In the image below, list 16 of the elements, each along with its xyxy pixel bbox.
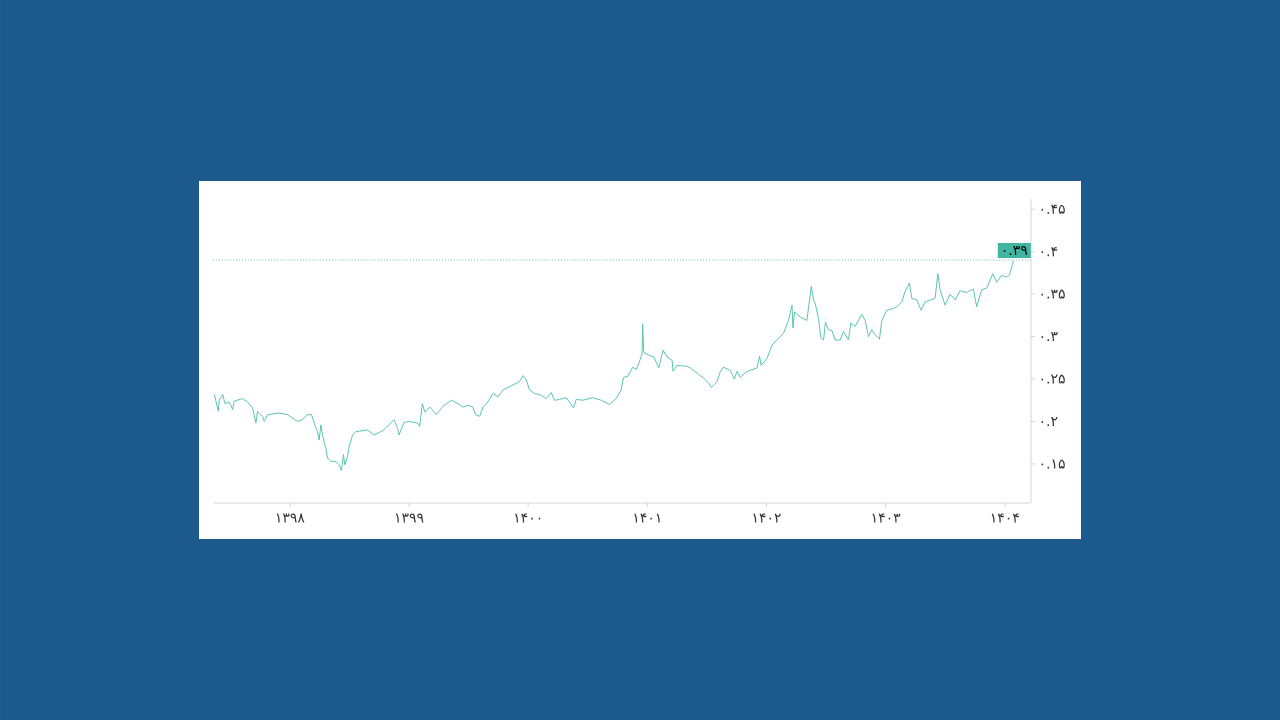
x-tick-label: ۱۳۹۹ xyxy=(395,513,424,523)
line-series xyxy=(213,260,1014,472)
x-tick-label: ۱۴۰۰ xyxy=(515,513,541,523)
x-tick-label: ۱۴۰۴ xyxy=(991,513,1019,523)
y-tick-label: ۰.۱۵ xyxy=(1041,459,1065,469)
x-tick-label: ۱۴۰۳ xyxy=(872,513,901,523)
y-tick-label: ۰.۲۵ xyxy=(1041,374,1065,384)
x-tick-label: ۱۴۰۲ xyxy=(753,513,781,523)
y-tick-label: ۰.۳۵ xyxy=(1041,289,1065,299)
y-tick-label: ۰.۲ xyxy=(1041,417,1058,426)
x-tick-label: ۱۳۹۸ xyxy=(276,513,305,523)
y-tick-label: ۰.۴ xyxy=(1041,247,1058,257)
x-tick-label: ۱۴۰۱ xyxy=(634,513,660,523)
y-tick-label: ۰.۳ xyxy=(1041,332,1058,341)
ref-line-label: ۰.۳۹ xyxy=(1003,245,1028,255)
y-tick-label: ۰.۴۵ xyxy=(1041,204,1065,214)
